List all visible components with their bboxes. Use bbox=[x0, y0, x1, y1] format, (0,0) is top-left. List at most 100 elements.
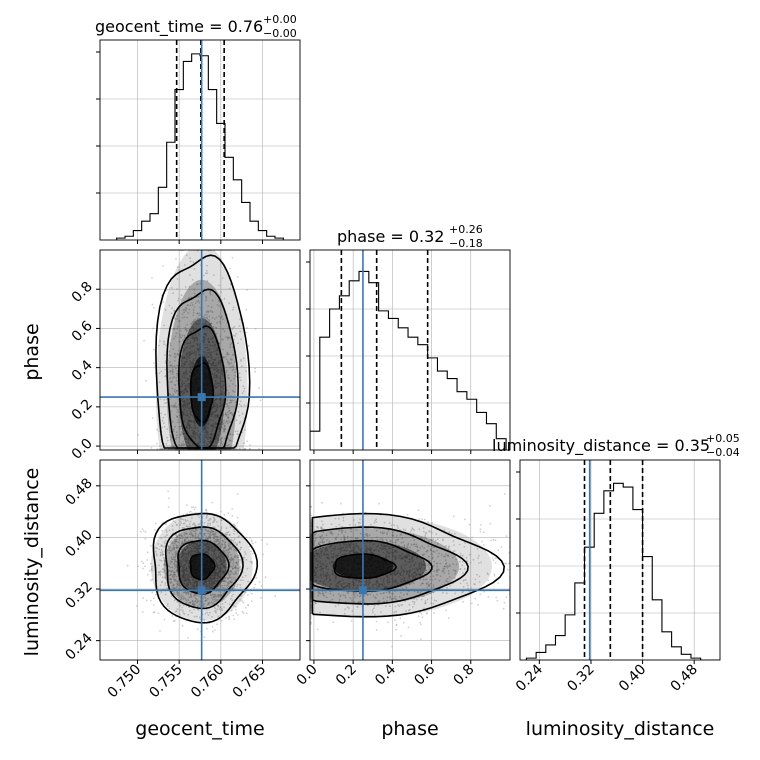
sample-point bbox=[229, 433, 232, 436]
sample-point bbox=[211, 415, 213, 418]
sample-point bbox=[182, 443, 185, 445]
sample-point bbox=[186, 330, 188, 332]
sample-point bbox=[173, 578, 175, 581]
sample-point bbox=[211, 593, 214, 596]
sample-point bbox=[181, 357, 184, 360]
sample-point bbox=[212, 341, 215, 344]
sample-point bbox=[173, 573, 176, 576]
sample-point bbox=[183, 392, 185, 395]
sample-point bbox=[193, 306, 196, 308]
sample-point bbox=[227, 336, 229, 339]
sample-point bbox=[174, 587, 176, 590]
sample-point bbox=[203, 544, 206, 547]
sample-point bbox=[208, 518, 211, 520]
sample-point bbox=[222, 560, 225, 563]
sample-point bbox=[173, 352, 176, 355]
sample-point bbox=[184, 575, 187, 578]
sample-point bbox=[169, 439, 172, 441]
sample-point bbox=[221, 299, 223, 301]
sample-point bbox=[171, 307, 174, 310]
sample-point bbox=[244, 606, 247, 609]
sample-point bbox=[239, 318, 241, 321]
sample-point bbox=[184, 384, 187, 387]
sample-point bbox=[214, 533, 217, 535]
sample-point bbox=[170, 436, 173, 439]
sample-point bbox=[142, 562, 145, 565]
sample-point bbox=[182, 560, 185, 562]
sample-point bbox=[229, 580, 232, 583]
sample-point bbox=[173, 556, 176, 559]
sample-point bbox=[493, 573, 496, 576]
sample-point bbox=[159, 340, 161, 343]
sample-point bbox=[188, 552, 190, 555]
sample-point bbox=[158, 548, 161, 551]
sample-point bbox=[205, 431, 207, 434]
sample-point bbox=[204, 356, 207, 358]
sample-point bbox=[211, 410, 214, 413]
sample-point bbox=[168, 549, 171, 552]
sample-point bbox=[192, 429, 195, 432]
sample-point bbox=[184, 564, 187, 566]
sample-point bbox=[173, 567, 176, 570]
sample-point bbox=[218, 542, 221, 545]
sample-point bbox=[202, 428, 205, 431]
sample-point bbox=[214, 380, 217, 382]
sample-point bbox=[206, 430, 209, 432]
sample-point bbox=[182, 571, 185, 573]
sample-point bbox=[219, 570, 222, 573]
sample-point bbox=[208, 323, 211, 326]
sample-point bbox=[191, 364, 194, 366]
sample-point bbox=[224, 569, 227, 572]
sample-point bbox=[212, 545, 215, 548]
sample-point bbox=[219, 361, 222, 364]
sample-point bbox=[192, 311, 195, 314]
sample-point bbox=[188, 572, 191, 575]
sample-point bbox=[142, 530, 145, 532]
sample-point bbox=[215, 595, 218, 598]
sample-point bbox=[189, 601, 192, 604]
sample-point bbox=[223, 330, 226, 333]
sample-point bbox=[188, 571, 191, 574]
sample-point bbox=[235, 605, 237, 608]
sample-point bbox=[216, 368, 219, 371]
sample-point bbox=[177, 392, 179, 395]
sample-point bbox=[254, 328, 257, 330]
sample-point bbox=[237, 554, 240, 557]
sample-point bbox=[219, 551, 222, 554]
sample-point bbox=[210, 584, 213, 587]
sample-point bbox=[187, 573, 190, 576]
sample-point bbox=[204, 528, 207, 531]
sample-point bbox=[228, 580, 231, 583]
sample-point bbox=[222, 571, 225, 574]
sample-point bbox=[192, 309, 195, 311]
sample-point bbox=[178, 269, 181, 272]
sample-point bbox=[170, 573, 172, 576]
sample-point bbox=[258, 387, 260, 389]
sample-point bbox=[221, 609, 224, 612]
sample-point bbox=[214, 555, 217, 557]
sample-point bbox=[180, 431, 183, 433]
sample-point bbox=[195, 528, 197, 531]
sample-point bbox=[193, 430, 195, 433]
sample-point bbox=[262, 553, 264, 556]
sample-point bbox=[209, 440, 212, 442]
sample-point bbox=[172, 405, 175, 408]
sample-point bbox=[185, 346, 188, 349]
sample-point bbox=[151, 567, 153, 570]
sample-point bbox=[240, 547, 243, 549]
sample-point bbox=[224, 546, 227, 549]
sample-point bbox=[213, 572, 216, 574]
sample-point bbox=[182, 542, 184, 544]
sample-point bbox=[250, 600, 253, 603]
sample-point bbox=[260, 585, 263, 587]
sample-point bbox=[218, 608, 221, 610]
sample-point bbox=[205, 334, 208, 337]
sample-point bbox=[214, 548, 216, 550]
sample-point bbox=[266, 543, 268, 545]
sample-point bbox=[158, 571, 160, 573]
sample-point bbox=[149, 579, 152, 582]
sample-point bbox=[185, 410, 188, 413]
sample-point bbox=[205, 551, 208, 554]
sample-point bbox=[221, 421, 224, 424]
sample-point bbox=[215, 574, 217, 576]
